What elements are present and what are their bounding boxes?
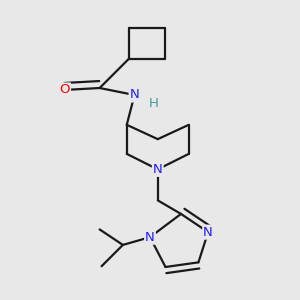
Text: O: O <box>59 83 70 96</box>
Text: H: H <box>149 97 159 110</box>
Text: N: N <box>145 231 155 244</box>
Text: N: N <box>130 88 140 101</box>
Text: N: N <box>203 226 213 238</box>
Text: N: N <box>153 163 163 176</box>
